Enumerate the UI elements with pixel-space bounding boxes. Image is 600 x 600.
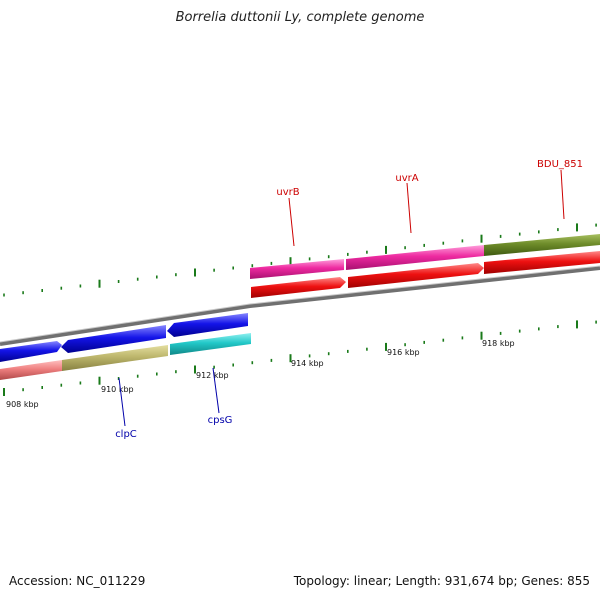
bdu851-category-bar <box>484 234 600 256</box>
clpc-leader-line <box>118 377 126 427</box>
uvra-leader-line <box>406 182 412 234</box>
uvra-category-bar <box>346 245 484 270</box>
genome-backbone <box>0 266 600 346</box>
accession-text: Accession: NC_011229 <box>9 574 146 588</box>
uvrb-category-bar <box>250 259 344 279</box>
gene-label-clpc: clpC <box>115 429 137 440</box>
upper-tick-row <box>3 223 597 297</box>
clpc-category-bar <box>62 345 168 371</box>
lower-tick-row <box>3 320 597 396</box>
cpsg-leader-line <box>212 367 220 414</box>
tick-label-916: 916 kbp <box>387 348 420 357</box>
gene-label-uvra: uvrA <box>395 173 418 184</box>
genome-backbone-highlight <box>0 265 600 343</box>
cpsg-category-bar <box>170 333 251 355</box>
uvrb-gene-arrow <box>251 277 346 298</box>
tick-label-918: 918 kbp <box>482 339 515 348</box>
gene-label-cpsg: cpsG <box>208 415 233 426</box>
clpc-gene-arrow <box>61 325 166 353</box>
tick-label-908: 908 kbp <box>6 400 39 409</box>
tick-label-912: 912 kbp <box>196 371 229 380</box>
map-title: Borrelia duttonii Ly, complete genome <box>175 10 425 25</box>
topology-text: Topology: linear; Length: 931,674 bp; Ge… <box>293 574 590 588</box>
left-category-bar <box>0 360 62 380</box>
gene-label-bdu851: BDU_851 <box>537 159 583 170</box>
tick-label-910: 910 kbp <box>101 385 134 394</box>
left-gene-arrow <box>0 341 62 362</box>
tick-label-914: 914 kbp <box>291 359 324 368</box>
uvra-gene-arrow <box>348 263 484 288</box>
bdu851-leader-line <box>560 169 565 220</box>
uvrb-leader-line <box>288 197 295 247</box>
bdu851-gene-arrow <box>484 251 600 274</box>
gene-label-uvrb: uvrB <box>276 187 299 198</box>
cpsg-gene-arrow <box>167 313 248 337</box>
